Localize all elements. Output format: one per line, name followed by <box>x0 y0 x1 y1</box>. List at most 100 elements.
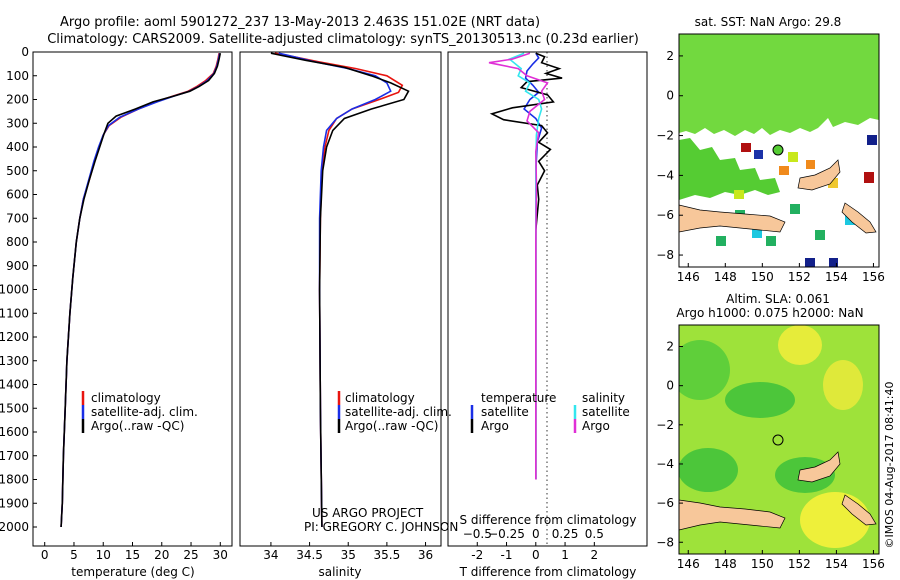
y-tick-label: 0 <box>21 45 29 59</box>
sst-cell <box>734 190 744 199</box>
x-tick-label: 25 <box>183 548 198 562</box>
x-tick-label: 0 <box>41 548 49 562</box>
temperature-x-ticks: 0 5 10 15 20 25 30 <box>41 542 228 562</box>
sst-map-frame <box>678 33 880 268</box>
sst-cell <box>752 228 762 238</box>
difference-panel: -2 -1 0 1 2 −0.5−0.25 0 0.25 0.5 S difference f… <box>447 51 648 579</box>
map-x-tick-label: 156 <box>862 270 885 284</box>
t-difference-label: T difference from climatology <box>459 565 637 579</box>
map-x-tick-label: 150 <box>751 270 774 284</box>
sst-cell <box>766 236 776 246</box>
sst-map-ticks: 146 148 150 152 154 156 2 0 −2 −4 −6 −8 <box>656 49 885 284</box>
y-tick-label: 800 <box>6 235 29 249</box>
y-tick-label: 1800 <box>0 473 29 487</box>
y-tick-label: 700 <box>6 211 29 225</box>
map-x-tick-label: 148 <box>714 270 737 284</box>
map-x-tick-label: 146 <box>677 270 700 284</box>
sst-map-field <box>679 34 879 267</box>
map-x-tick-label: 152 <box>788 270 811 284</box>
temperature-legend: climatology satellite-adj. clim. Argo(..… <box>81 391 198 433</box>
difference-x-ticks: -2 -1 0 1 2 <box>471 542 598 562</box>
y-tick-label: 1900 <box>0 496 29 510</box>
sla-green-patch <box>679 340 730 400</box>
difference-axes-frame <box>447 51 648 547</box>
project-annotation-line2: PI: GREGORY C. JOHNSON <box>304 520 458 534</box>
sla-map-frame <box>678 324 880 555</box>
sla-land-solomons <box>841 494 877 526</box>
sla-land-png <box>679 499 786 531</box>
sst-map-panel: sat. SST: NaN Argo: 29.8 <box>656 15 885 284</box>
s-tick-label: 0 <box>532 527 540 541</box>
map-x-tick-label: 148 <box>714 557 737 571</box>
legend-title-salinity: salinity <box>582 391 625 405</box>
x-tick-label: 35.5 <box>374 548 401 562</box>
x-tick-label: 34.5 <box>296 548 323 562</box>
sla-map-title-line1: Altim. SLA: 0.061 <box>726 292 830 306</box>
sst-map-title: sat. SST: NaN Argo: 29.8 <box>695 15 842 29</box>
sst-cell <box>741 143 751 152</box>
sla-map-title-line2: Argo h1000: 0.075 h2000: NaN <box>676 306 863 320</box>
y-tick-label: 1400 <box>0 378 29 392</box>
sst-cell <box>805 258 815 267</box>
argo-position-marker <box>772 144 784 156</box>
sst-land-png <box>679 204 786 233</box>
legend-label-satellite: satellite-adj. clim. <box>91 405 198 419</box>
salinity-x-ticks: 34 34.5 35 35.5 36 <box>263 542 433 562</box>
legend-label-t-satellite: satellite <box>481 405 529 419</box>
y-tick-label: 100 <box>6 69 29 83</box>
x-tick-label: 0 <box>532 548 540 562</box>
sst-green-field-lower <box>679 138 780 200</box>
s-difference-label: S difference from climatology <box>460 513 637 527</box>
s-tick-label: 0.25 <box>552 527 579 541</box>
sla-map-panel: Altim. SLA: 0.061 Argo h1000: 0.075 h200… <box>656 292 885 571</box>
x-tick-label: 34 <box>263 548 278 562</box>
map-x-tick-label: 154 <box>825 557 848 571</box>
y-tick-label: 2000 <box>0 520 29 534</box>
x-tick-label: 35 <box>341 548 356 562</box>
map-y-tick-label: −2 <box>656 418 674 432</box>
series-line-climatology <box>60 53 220 528</box>
x-tick-label: -1 <box>501 548 513 562</box>
salinity-legend: climatology satellite-adj. clim. Argo(..… <box>337 391 452 433</box>
series-line-s-argo <box>488 52 549 480</box>
sla-map-field <box>679 325 879 554</box>
sst-cell <box>867 135 877 145</box>
y-tick-label: 500 <box>6 164 29 178</box>
y-tick-label: 1300 <box>0 354 29 368</box>
legend-label-s-satellite: satellite <box>582 405 630 419</box>
y-tick-label: 1100 <box>0 306 29 320</box>
x-tick-label: 1 <box>561 548 569 562</box>
s-tick-label: −0.5 <box>463 527 492 541</box>
map-x-tick-label: 156 <box>862 557 885 571</box>
project-annotation-line1: US ARGO PROJECT <box>312 506 424 520</box>
map-y-tick-label: −2 <box>656 129 674 143</box>
x-tick-label: 36 <box>418 548 433 562</box>
x-tick-label: 10 <box>96 548 111 562</box>
sla-green-patch <box>679 448 738 492</box>
sla-green-patch <box>725 382 795 418</box>
salinity-axes-frame <box>239 51 442 547</box>
figure-title-line2: Climatology: CARS2009. Satellite-adjuste… <box>47 32 639 47</box>
series-line-t-argo <box>489 52 563 480</box>
legend-label-satellite: satellite-adj. clim. <box>345 405 452 419</box>
map-x-tick-label: 154 <box>825 270 848 284</box>
x-tick-label: -2 <box>471 548 483 562</box>
map-y-tick-label: 0 <box>666 89 674 103</box>
temperature-xlabel: temperature (deg C) <box>71 565 194 579</box>
salinity-xlabel: salinity <box>318 565 361 579</box>
map-y-tick-label: −6 <box>656 496 674 510</box>
salinity-lines <box>270 52 410 528</box>
x-tick-label: 15 <box>125 548 140 562</box>
map-y-tick-label: 2 <box>666 49 674 63</box>
s-difference-tick-labels: −0.5−0.25 0 0.25 0.5 <box>463 527 604 541</box>
x-tick-label: 2 <box>591 548 599 562</box>
map-x-tick-label: 146 <box>677 557 700 571</box>
y-tick-label: 200 <box>6 93 29 107</box>
sst-land-newbritain <box>797 159 841 191</box>
s-tick-label: −0.25 <box>488 527 525 541</box>
series-line-argo <box>270 52 410 528</box>
x-tick-label: 30 <box>213 548 228 562</box>
figure-title-line1: Argo profile: aoml 5901272_237 13-May-20… <box>60 15 540 30</box>
temperature-panel: 0 5 10 15 20 25 30 0 100 200 300 400 500 600 700 800 90… <box>0 45 233 579</box>
legend-label-climatology: climatology <box>91 391 161 405</box>
